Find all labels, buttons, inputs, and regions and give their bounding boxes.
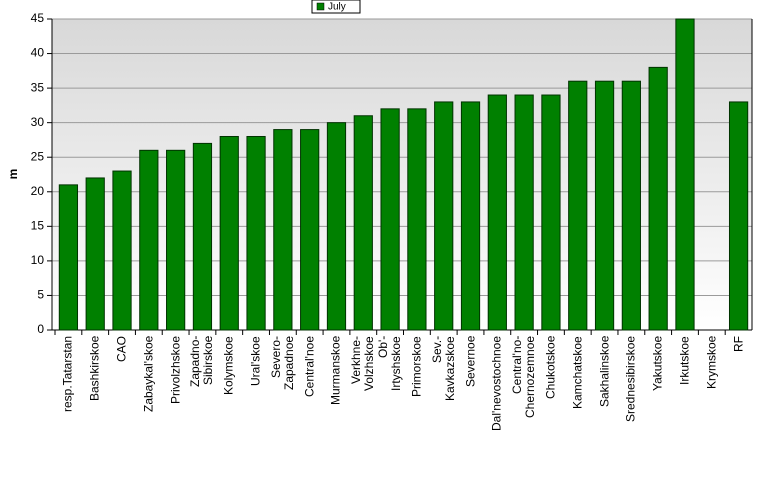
bar	[728, 101, 749, 331]
y-tick-label: 15	[31, 219, 45, 233]
bar	[192, 142, 213, 331]
x-tick-label: Srednesibirskoe	[623, 336, 638, 423]
bar	[246, 135, 266, 331]
x-tick-label: RF	[731, 336, 746, 352]
x-tick-label: Central'no- Chernozemnoe	[510, 336, 538, 419]
x-tick-label: Severnoe	[463, 336, 478, 388]
bar	[85, 177, 105, 331]
y-tick-label: 0	[37, 322, 44, 336]
bar	[112, 170, 132, 331]
bar	[460, 101, 481, 331]
y-tick-label: 5	[37, 288, 44, 302]
y-axis-label: m	[6, 169, 20, 180]
x-tick-label: CAO	[114, 336, 129, 363]
bar	[353, 115, 373, 331]
x-tick-label: Chukotskoe	[543, 336, 558, 400]
bar	[139, 149, 159, 331]
x-tick-label: Yakutskoe	[650, 336, 665, 392]
bar	[407, 108, 427, 331]
bar	[219, 135, 239, 331]
bar	[594, 80, 615, 331]
x-tick-label: Verkhne- Volzhskoe	[349, 336, 377, 391]
y-tick-label: 25	[31, 149, 45, 163]
x-tick-label: Krymskoe	[704, 336, 719, 390]
bar	[648, 66, 668, 331]
bar	[434, 101, 454, 331]
x-tick-label: Central'noe	[302, 336, 317, 397]
x-tick-label: Ob'- Irtyshskoe	[376, 336, 404, 391]
bar	[326, 122, 347, 331]
x-tick-label: resp.Tatarstan	[60, 336, 75, 413]
y-tick-label: 20	[31, 184, 45, 198]
y-tick-label: 45	[31, 11, 45, 25]
legend-label: July	[328, 2, 346, 13]
x-tick-label: Murmanskoe	[328, 336, 343, 406]
bar	[541, 94, 561, 331]
bar	[166, 149, 186, 331]
x-tick-label: Zapadno- Sibirskoe	[188, 336, 216, 388]
y-tick-label: 30	[31, 115, 45, 129]
x-tick-label: Ural'skoe	[248, 336, 263, 386]
bar	[380, 108, 400, 331]
y-tick-label: 35	[31, 80, 45, 94]
y-tick-label: 40	[31, 46, 45, 60]
x-tick-label: Severo- Zapadnoe	[268, 336, 296, 391]
x-tick-label: Dal'nevostochnoe	[489, 336, 504, 432]
x-tick-label: Bashkirskoe	[87, 336, 102, 402]
x-tick-label: Kamchatskoe	[570, 336, 585, 409]
bar	[675, 18, 695, 331]
y-tick-label: 10	[31, 253, 45, 267]
legend: July	[311, 0, 361, 14]
bar	[487, 94, 507, 331]
x-tick-label: Privolzhskoe	[168, 336, 183, 405]
bar	[300, 129, 320, 331]
bar	[568, 80, 588, 331]
x-tick-label: Kolymskoe	[221, 336, 236, 395]
x-tick-label: Irkutskoe	[677, 336, 692, 385]
x-tick-label: Zabaykal'skoe	[141, 336, 156, 413]
bar	[621, 80, 641, 331]
bar	[273, 129, 293, 331]
legend-swatch	[316, 2, 325, 11]
bar	[58, 184, 79, 331]
x-tick-label: Primorskoe	[409, 336, 424, 397]
bar	[514, 94, 534, 331]
x-tick-label: Sev.- Kavkazskoe	[429, 336, 457, 401]
x-tick-label: Sakhalinskoe	[597, 336, 612, 408]
